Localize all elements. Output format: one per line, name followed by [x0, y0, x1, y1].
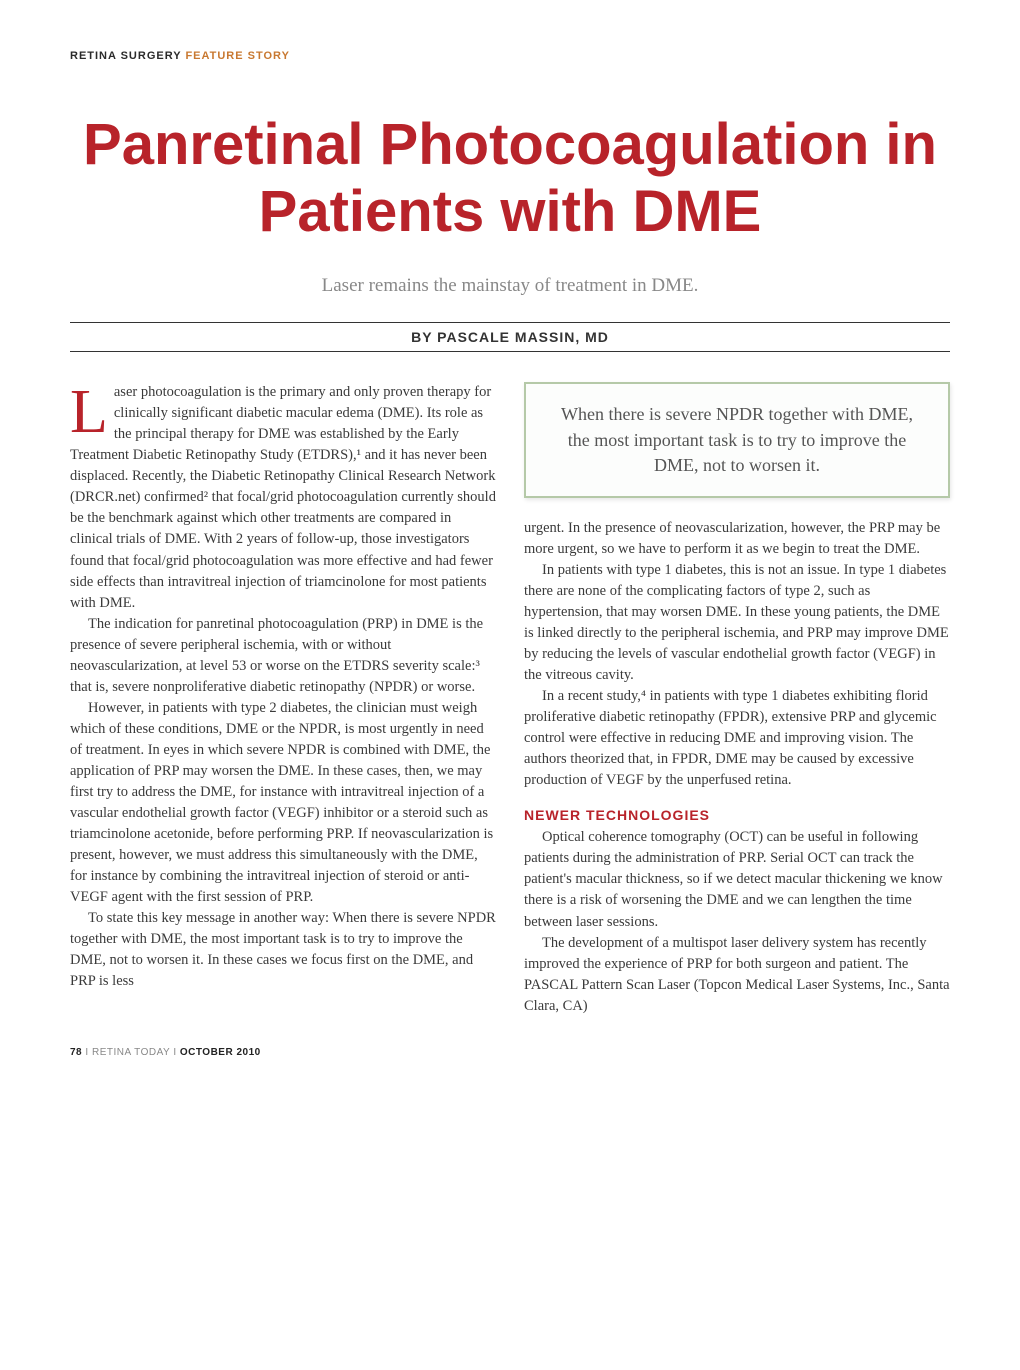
body-paragraph: In a recent study,⁴ in patients with typ… — [524, 686, 950, 791]
article-title: Panretinal Photocoagulation in Patients … — [70, 112, 950, 245]
body-paragraph: Optical coherence tomography (OCT) can b… — [524, 827, 950, 932]
body-paragraph: In patients with type 1 diabetes, this i… — [524, 560, 950, 686]
right-column: When there is severe NPDR together with … — [524, 382, 950, 1016]
article-byline: BY PASCALE MASSIN, MD — [70, 329, 950, 345]
left-column: Laser photocoagulation is the primary an… — [70, 382, 496, 1016]
two-column-layout: Laser photocoagulation is the primary an… — [70, 382, 950, 1016]
footer-separator: I — [85, 1047, 88, 1058]
body-paragraph: To state this key message in another way… — [70, 908, 496, 992]
page-footer: 78 I RETINA TODAY I OCTOBER 2010 — [70, 1047, 950, 1058]
body-paragraph: The development of a multispot laser del… — [524, 933, 950, 1017]
footer-separator: I — [173, 1047, 176, 1058]
header-section: RETINA SURGERY — [70, 50, 181, 62]
body-paragraph: urgent. In the presence of neovasculariz… — [524, 518, 950, 560]
body-paragraph: Laser photocoagulation is the primary an… — [70, 382, 496, 613]
header-subsection: FEATURE STORY — [185, 50, 289, 62]
article-subtitle: Laser remains the mainstay of treatment … — [70, 275, 950, 297]
header-label: RETINA SURGERY FEATURE STORY — [70, 50, 950, 62]
page-number: 78 — [70, 1047, 82, 1058]
body-paragraph: However, in patients with type 2 diabete… — [70, 698, 496, 908]
pull-quote-callout: When there is severe NPDR together with … — [524, 382, 950, 498]
body-paragraph: The indication for panretinal photocoagu… — [70, 614, 496, 698]
publication-name: RETINA TODAY — [92, 1047, 170, 1058]
section-heading: NEWER TECHNOLOGIES — [524, 805, 950, 825]
issue-date: OCTOBER 2010 — [180, 1047, 261, 1058]
byline-rule: BY PASCALE MASSIN, MD — [70, 322, 950, 352]
